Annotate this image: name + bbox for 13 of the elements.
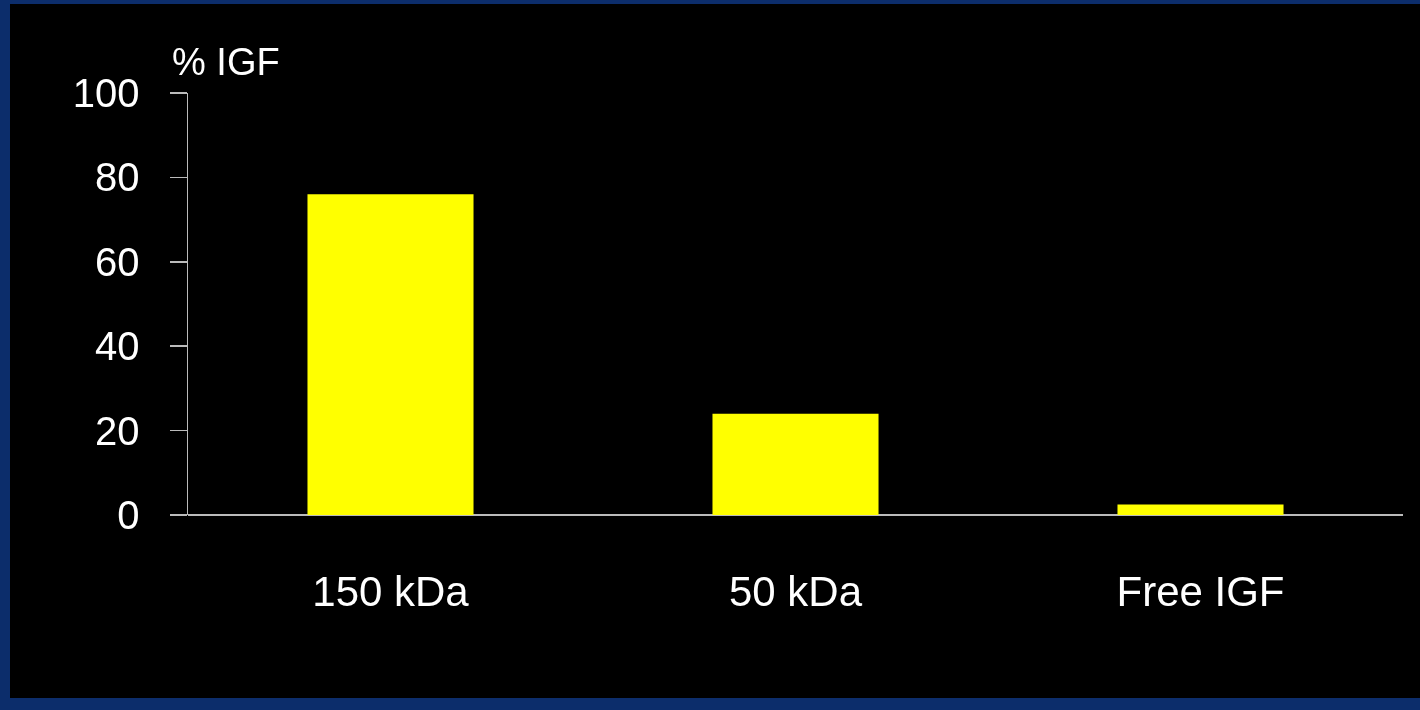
y-tick-label: 100 — [72, 71, 140, 115]
bar — [712, 413, 879, 515]
bar — [1117, 504, 1284, 515]
x-tick-label: 150 kDa — [312, 568, 470, 615]
x-tick-label: 50 kDa — [728, 568, 863, 615]
bar — [307, 194, 474, 515]
y-tick-label: 40 — [95, 324, 140, 369]
x-tick-label: Free IGF — [1116, 568, 1285, 615]
y-tick-label: 80 — [95, 155, 140, 200]
y-axis-title: % IGF — [172, 41, 280, 83]
y-tick-label: 20 — [95, 408, 140, 453]
y-tick-label: 0 — [117, 493, 140, 537]
y-tick-label: 60 — [95, 239, 140, 284]
